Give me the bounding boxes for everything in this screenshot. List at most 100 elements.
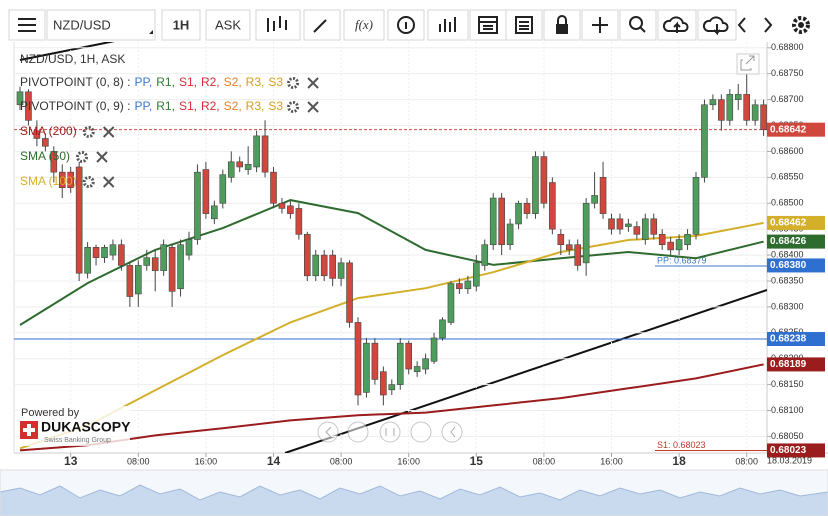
crosshair-button[interactable] bbox=[581, 9, 619, 41]
zoom-button[interactable] bbox=[619, 9, 657, 41]
prev-button[interactable] bbox=[737, 17, 746, 33]
x-tick-label: 13 bbox=[64, 454, 78, 468]
y-tick-label: 0.68500 bbox=[771, 198, 804, 208]
remove-icon[interactable] bbox=[96, 151, 108, 163]
remove-icon[interactable] bbox=[307, 101, 319, 113]
settings-icon[interactable] bbox=[287, 77, 300, 89]
candle-body bbox=[464, 280, 472, 290]
trend-line bbox=[19, 42, 116, 61]
indicator-name: PIVOTPOINT (0, 8) : bbox=[20, 75, 130, 89]
chart-type-button[interactable] bbox=[255, 9, 301, 41]
candle-body bbox=[33, 130, 41, 139]
next-button[interactable] bbox=[764, 17, 773, 33]
candle-body bbox=[608, 218, 615, 230]
candle-body bbox=[42, 138, 49, 147]
remove-icon[interactable] bbox=[102, 126, 115, 138]
y-tick-label: 0.68400 bbox=[771, 249, 804, 259]
candle-body bbox=[633, 226, 641, 235]
remove-icon[interactable] bbox=[307, 77, 319, 89]
candle-body bbox=[202, 169, 210, 214]
candle-body bbox=[236, 161, 243, 168]
nav-reset[interactable] bbox=[379, 421, 401, 443]
sma-line bbox=[19, 199, 764, 326]
settings-icon[interactable] bbox=[287, 101, 300, 113]
x-tick-label: 08:00 bbox=[127, 456, 150, 466]
date-label: 18.03.2019 bbox=[767, 455, 812, 465]
price-label-box bbox=[767, 234, 825, 249]
candle-body bbox=[92, 246, 100, 258]
candle-body bbox=[532, 156, 539, 214]
function-button[interactable]: f(x) bbox=[343, 9, 385, 41]
x-tick-label: 08:00 bbox=[735, 456, 758, 466]
nav-zoom-out[interactable] bbox=[347, 421, 369, 443]
price-label-box bbox=[767, 332, 825, 347]
nav-zoom-in[interactable] bbox=[410, 421, 432, 443]
candle-body bbox=[760, 104, 767, 130]
candle-body bbox=[591, 195, 598, 204]
candle-body bbox=[25, 91, 32, 121]
calendar-button[interactable] bbox=[469, 9, 507, 41]
side-select[interactable]: ASK bbox=[205, 9, 251, 41]
symbol-select[interactable]: NZD/USD bbox=[46, 9, 156, 41]
candle-body bbox=[219, 174, 227, 204]
candle-body bbox=[658, 234, 666, 246]
candle-body bbox=[718, 99, 725, 121]
y-tick-label: 0.68700 bbox=[771, 94, 804, 104]
menu-button[interactable] bbox=[8, 9, 46, 41]
pivot-level: R2, bbox=[201, 99, 220, 113]
download-button[interactable] bbox=[697, 9, 737, 41]
candle-body bbox=[84, 246, 91, 274]
y-tick-label: 0.68050 bbox=[771, 431, 804, 441]
x-tick-label: 16:00 bbox=[397, 456, 420, 466]
candle-body bbox=[472, 262, 480, 287]
sma-line bbox=[19, 363, 764, 452]
popout-button[interactable] bbox=[736, 53, 760, 75]
candle-body bbox=[295, 208, 303, 235]
candle-body bbox=[557, 234, 565, 246]
price-label: 0.68189 bbox=[770, 359, 807, 370]
pivot-label: PP: 0.68379 bbox=[657, 255, 707, 265]
sma-line bbox=[19, 221, 764, 450]
candle-body bbox=[540, 156, 548, 204]
settings-icon[interactable] bbox=[82, 176, 95, 188]
x-tick-label: 15 bbox=[470, 454, 484, 468]
remove-icon[interactable] bbox=[102, 176, 115, 188]
price-label: 0.68642 bbox=[770, 124, 807, 135]
sma-legend: SMA (200) bbox=[20, 124, 77, 138]
upload-button[interactable] bbox=[657, 9, 697, 41]
x-tick-label: 14 bbox=[267, 454, 281, 468]
pivot-level: R1, bbox=[156, 75, 175, 89]
candle-body bbox=[751, 104, 759, 121]
price-label: 0.68426 bbox=[770, 236, 807, 247]
draw-button[interactable] bbox=[303, 9, 341, 41]
candle-body bbox=[506, 223, 514, 246]
candle-body bbox=[582, 202, 590, 264]
y-tick-label: 0.68750 bbox=[771, 68, 804, 78]
indicator-button[interactable] bbox=[427, 9, 469, 41]
settings-icon[interactable] bbox=[82, 126, 95, 138]
candle-body bbox=[456, 283, 463, 290]
nav-right[interactable] bbox=[441, 421, 463, 443]
indicator-name: PIVOTPOINT (0, 9) : bbox=[20, 99, 130, 113]
candle-body bbox=[312, 254, 320, 277]
period-select[interactable]: 1H bbox=[161, 9, 201, 41]
settings-button[interactable] bbox=[792, 16, 810, 34]
lock-button[interactable] bbox=[543, 9, 581, 41]
news-button[interactable] bbox=[505, 9, 543, 41]
info-button[interactable] bbox=[387, 9, 425, 41]
y-tick-label: 0.68600 bbox=[771, 146, 804, 156]
candle-body bbox=[168, 246, 176, 292]
candle-body bbox=[287, 205, 294, 214]
settings-icon[interactable] bbox=[76, 151, 89, 163]
pivot-level: S3 bbox=[268, 99, 283, 113]
candle-body bbox=[126, 265, 134, 297]
candle-body bbox=[549, 182, 556, 230]
nav-left[interactable] bbox=[317, 421, 339, 443]
candle-body bbox=[599, 177, 607, 214]
candle-body bbox=[101, 246, 108, 258]
sma-legend: SMA (100) bbox=[20, 174, 77, 188]
pivot-label: S1: 0.68023 bbox=[657, 440, 706, 450]
candle-body bbox=[574, 244, 582, 266]
candle-body bbox=[185, 239, 193, 256]
